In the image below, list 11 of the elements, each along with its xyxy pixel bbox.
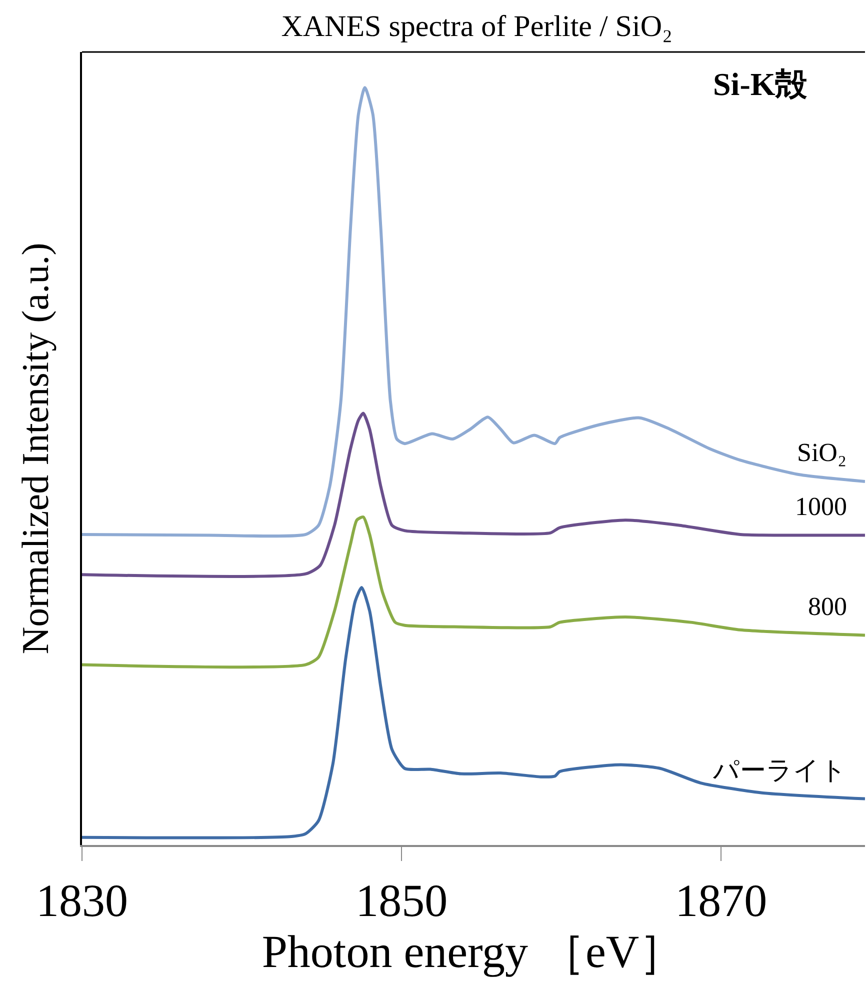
x-tick-label: 1830: [36, 875, 128, 926]
x-axis-title: Photon energy ［eV］: [262, 926, 686, 978]
y-axis-title: Normalized Intensity (a.u.): [14, 242, 57, 654]
series-label: パーライト: [712, 756, 847, 785]
chart-title: XANES spectra of Perlite / SiO₂: [281, 10, 672, 43]
annotation: Si-K殻: [713, 66, 808, 102]
x-tick-label: 1870: [675, 875, 768, 926]
series-label: SiO₂: [797, 438, 847, 467]
x-tick-label: 1850: [356, 875, 448, 926]
series-label: 1000: [795, 492, 847, 521]
series-label: 800: [808, 592, 847, 621]
